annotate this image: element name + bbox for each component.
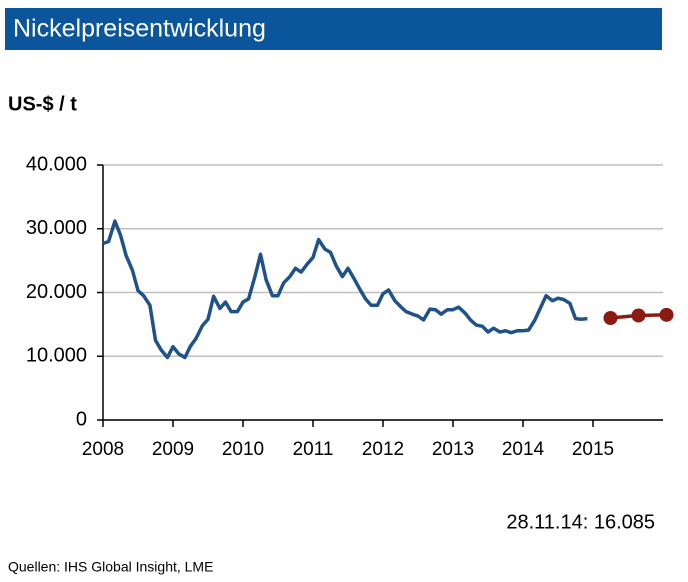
y-tick-label: 30.000 [26,217,87,239]
x-tick-label: 2008 [82,439,124,460]
data-point [603,311,618,325]
y-axis-label: US-$ / t [8,93,77,115]
y-tick-label: 0 [76,408,87,430]
x-tick-label: 2009 [152,439,194,460]
x-tick-label: 2011 [293,439,334,460]
data-line [102,219,588,360]
x-tick-label: 2015 [572,439,614,460]
x-tick-label: 2010 [222,439,264,460]
y-tick-label: 20.000 [26,281,87,303]
x-tick-label: 2014 [502,439,545,460]
data-point [631,308,646,323]
y-tick-label: 10.000 [26,345,87,367]
x-tick-label: 2013 [432,439,474,460]
chart-title: Nickelpreisentwicklung [13,15,266,43]
annotation: 28.11.14: 16.085 [506,511,655,533]
x-tick-label: 2012 [362,439,404,460]
title-bar [5,8,662,50]
source: Quellen: IHS Global Insight, LME [8,559,213,575]
data-point [659,307,674,322]
y-tick-label: 40.000 [26,153,87,175]
